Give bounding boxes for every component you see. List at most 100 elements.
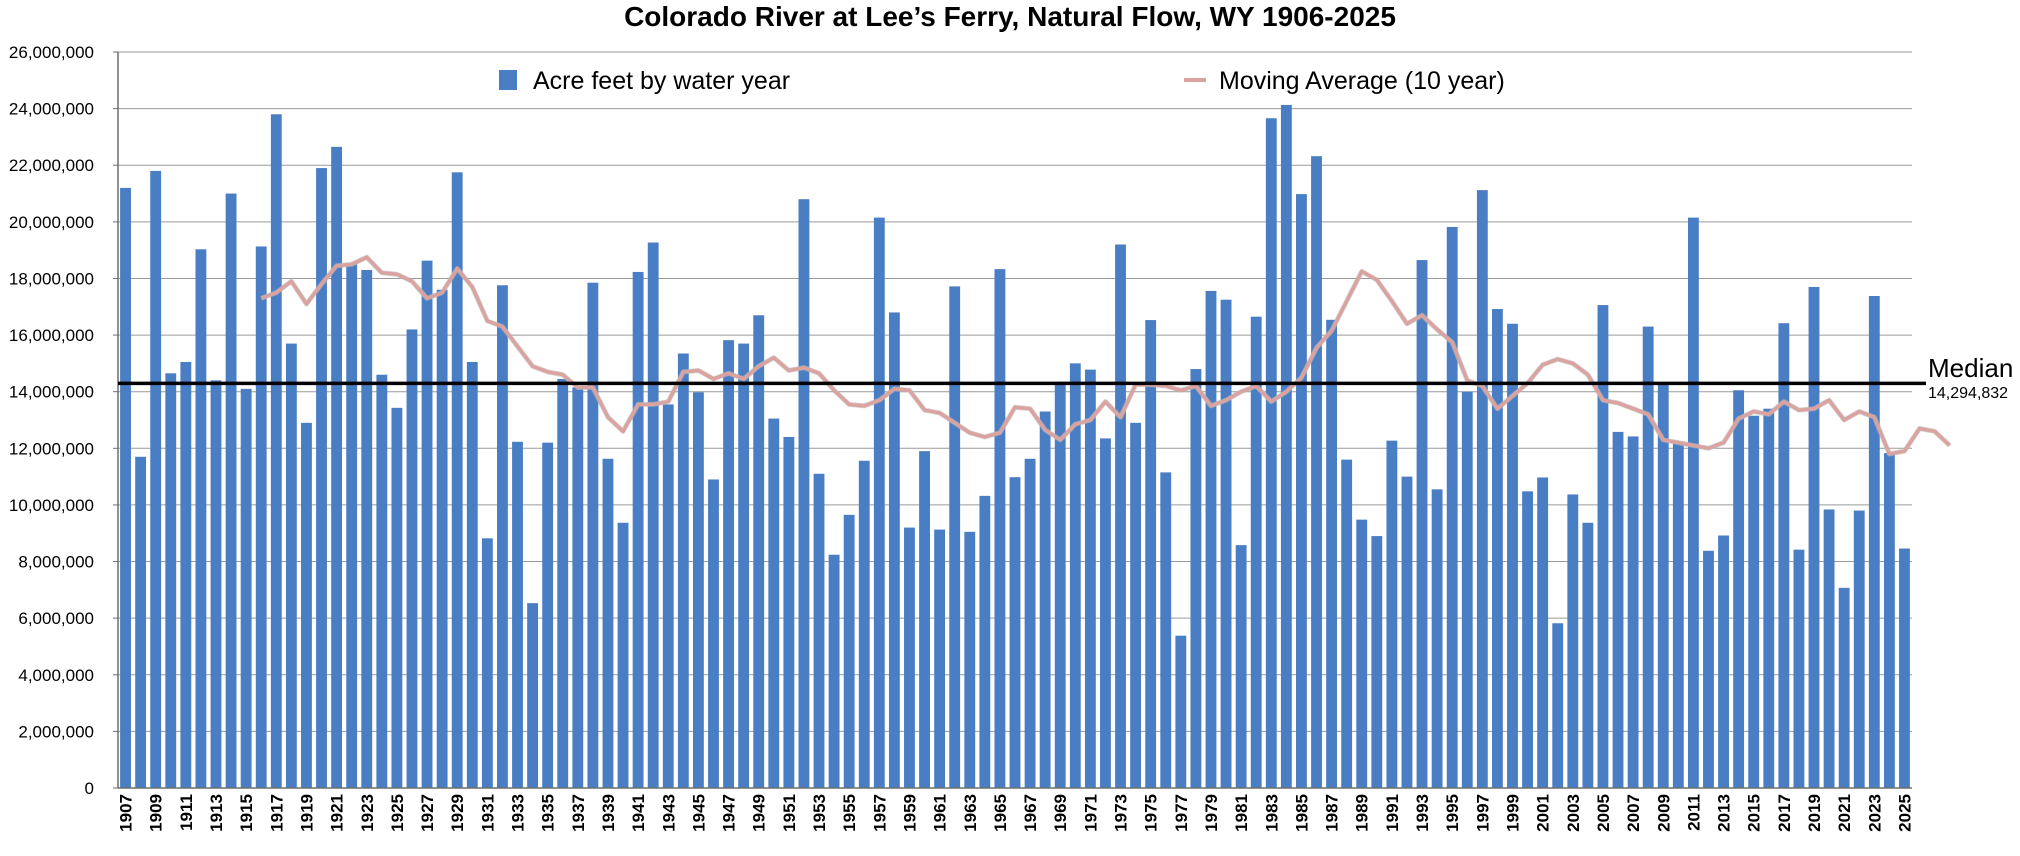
x-tick-label: 1955 xyxy=(840,794,859,832)
bar xyxy=(1280,104,1292,788)
bar xyxy=(1838,587,1850,788)
bar xyxy=(1642,326,1654,788)
bar xyxy=(210,380,222,788)
bar xyxy=(798,199,810,788)
bar xyxy=(1100,438,1111,788)
bar xyxy=(1778,323,1790,788)
x-tick-label: 1939 xyxy=(599,794,618,832)
bar xyxy=(1145,320,1157,788)
y-axis-ticks: 0 2,000,000 4,000,000 6,000,000 8,000,000 10,… xyxy=(9,43,94,798)
bar xyxy=(1627,436,1639,788)
y-tick-label: 10,000,000 xyxy=(9,496,94,515)
x-tick-label: 1959 xyxy=(900,794,919,832)
x-tick-label: 1967 xyxy=(1021,794,1040,832)
legend-label-bars: Acre feet by water year xyxy=(533,67,790,95)
bar xyxy=(873,217,885,789)
y-tick-label: 6,000,000 xyxy=(18,609,94,628)
x-tick-label: 1909 xyxy=(147,794,166,832)
y-tick-label: 16,000,000 xyxy=(9,326,94,345)
bar xyxy=(481,538,493,788)
bar xyxy=(904,527,915,788)
x-tick-label: 2023 xyxy=(1865,794,1884,832)
bar xyxy=(1416,260,1428,788)
x-tick-label: 1993 xyxy=(1413,794,1432,832)
bar xyxy=(828,554,840,788)
x-tick-label: 1937 xyxy=(569,794,588,832)
bar xyxy=(421,260,433,788)
median-line-group: Median 14,294,832 xyxy=(118,353,2013,402)
bar xyxy=(466,361,478,788)
bar xyxy=(1446,226,1458,788)
x-tick-label: 2015 xyxy=(1745,794,1764,832)
x-tick-label: 1977 xyxy=(1172,794,1191,832)
bar xyxy=(934,529,946,788)
x-tick-label: 1945 xyxy=(689,794,708,832)
y-tick-label: 12,000,000 xyxy=(9,439,94,458)
bar xyxy=(512,441,523,788)
x-tick-label: 2007 xyxy=(1624,794,1643,832)
x-tick-label: 1935 xyxy=(539,794,558,832)
bar xyxy=(135,456,147,788)
bar xyxy=(331,146,343,788)
bar xyxy=(1371,536,1383,788)
bar xyxy=(1552,623,1564,788)
x-tick-label: 1941 xyxy=(629,794,648,832)
bar xyxy=(1672,441,1684,788)
x-tick-label: 1981 xyxy=(1232,794,1251,832)
bar xyxy=(632,271,644,788)
bar xyxy=(1612,431,1624,788)
x-tick-label: 1983 xyxy=(1262,794,1281,832)
bar xyxy=(1657,383,1669,788)
bar xyxy=(1567,494,1579,788)
bar xyxy=(1793,549,1805,788)
bar xyxy=(1491,309,1503,788)
bar xyxy=(391,407,403,788)
bar xyxy=(1250,316,1262,788)
x-tick-label: 1949 xyxy=(750,794,769,832)
bar xyxy=(316,168,327,788)
bar xyxy=(1386,440,1398,788)
y-tick-label: 26,000,000 xyxy=(9,43,94,62)
bar xyxy=(677,353,689,788)
bar xyxy=(964,531,976,788)
x-tick-label: 1931 xyxy=(478,794,497,832)
bar xyxy=(1899,548,1910,788)
bar xyxy=(994,269,1006,788)
x-tick-label: 1997 xyxy=(1473,794,1492,832)
y-tick-label: 4,000,000 xyxy=(18,666,94,685)
x-tick-label: 2019 xyxy=(1805,794,1824,832)
bar xyxy=(527,603,538,788)
x-tick-label: 1963 xyxy=(961,794,980,832)
bar xyxy=(361,269,373,789)
bar xyxy=(1235,545,1247,788)
bar xyxy=(1597,305,1609,788)
bar xyxy=(1115,244,1126,789)
moving-average-series xyxy=(260,254,1952,457)
bar xyxy=(1160,472,1172,788)
bar xyxy=(1763,408,1775,788)
bar xyxy=(451,172,463,788)
bar xyxy=(843,514,855,788)
bar xyxy=(572,387,584,788)
bar xyxy=(1823,509,1835,788)
x-tick-label: 1987 xyxy=(1323,794,1342,832)
bar xyxy=(255,246,267,789)
bar xyxy=(346,264,358,788)
x-tick-label: 1911 xyxy=(177,794,196,831)
bar xyxy=(617,522,629,788)
x-tick-label: 2005 xyxy=(1594,794,1613,832)
bar xyxy=(1431,489,1443,788)
x-tick-label: 2013 xyxy=(1715,794,1734,832)
bar xyxy=(406,329,418,788)
bar xyxy=(1311,156,1322,789)
bar xyxy=(240,388,252,788)
x-tick-label: 1969 xyxy=(1051,794,1070,832)
x-axis-ticks: 1907 1909 1911 1913 1915 1917 1919 1921 1923 1925… xyxy=(117,794,1915,832)
bar xyxy=(1476,190,1488,788)
bar xyxy=(783,436,795,788)
bar xyxy=(1009,477,1021,788)
legend-label-line: Moving Average (10 year) xyxy=(1219,67,1505,95)
x-tick-label: 2001 xyxy=(1534,794,1553,832)
x-tick-label: 1965 xyxy=(991,794,1010,832)
